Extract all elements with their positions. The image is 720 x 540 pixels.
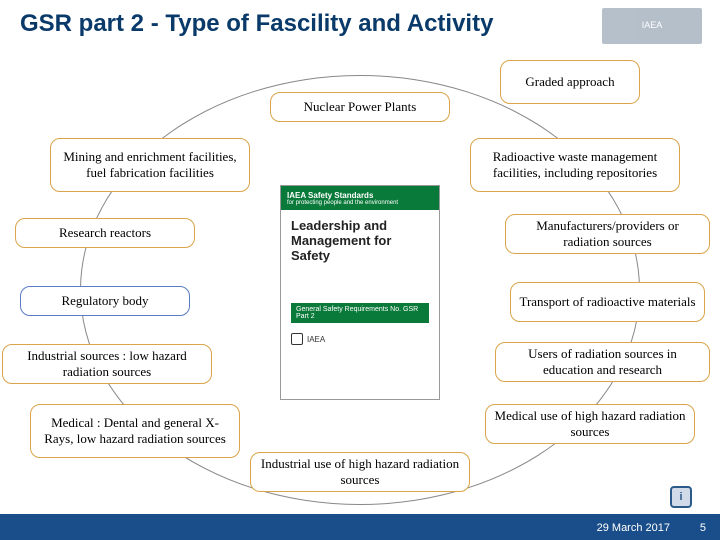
- box-medhigh: Medical use of high hazard radiation sou…: [485, 404, 695, 444]
- box-mining: Mining and enrichment facilities, fuel f…: [50, 138, 250, 192]
- doc-body: Leadership and Management for Safety Gen…: [281, 210, 439, 353]
- box-npp: Nuclear Power Plants: [270, 92, 450, 122]
- info-badge: i: [670, 486, 692, 508]
- box-dental: Medical : Dental and general X-Rays, low…: [30, 404, 240, 458]
- box-transport: Transport of radioactive materials: [510, 282, 705, 322]
- box-eduusers: Users of radiation sources in education …: [495, 342, 710, 382]
- box-regbody: Regulatory body: [20, 286, 190, 316]
- box-graded: Graded approach: [500, 60, 640, 104]
- doc-band-title: IAEA Safety Standards: [287, 191, 433, 200]
- iaea-logo: IAEA: [602, 8, 702, 44]
- doc-band-sub: for protecting people and the environmen…: [287, 200, 433, 206]
- box-indlow: Industrial sources : low hazard radiatio…: [2, 344, 212, 384]
- box-indhigh: Industrial use of high hazard radiation …: [250, 452, 470, 492]
- doc-logo-text: IAEA: [307, 335, 325, 344]
- footer-date: 29 March 2017: [597, 522, 670, 534]
- doc-main-title: Leadership and Management for Safety: [291, 218, 429, 263]
- center-document: IAEA Safety Standards for protecting peo…: [280, 185, 440, 400]
- slide-number: 5: [700, 522, 706, 534]
- box-research: Research reactors: [15, 218, 195, 248]
- slide-title: GSR part 2 - Type of Fascility and Activ…: [20, 10, 493, 38]
- doc-subtitle: General Safety Requirements No. GSR Part…: [291, 303, 429, 323]
- box-manuf: Manufacturers/providers or radiation sou…: [505, 214, 710, 254]
- box-waste: Radioactive waste management facilities,…: [470, 138, 680, 192]
- doc-green-band: IAEA Safety Standards for protecting peo…: [281, 186, 439, 210]
- doc-logo-row: IAEA: [291, 333, 429, 345]
- doc-logo-icon: [291, 333, 303, 345]
